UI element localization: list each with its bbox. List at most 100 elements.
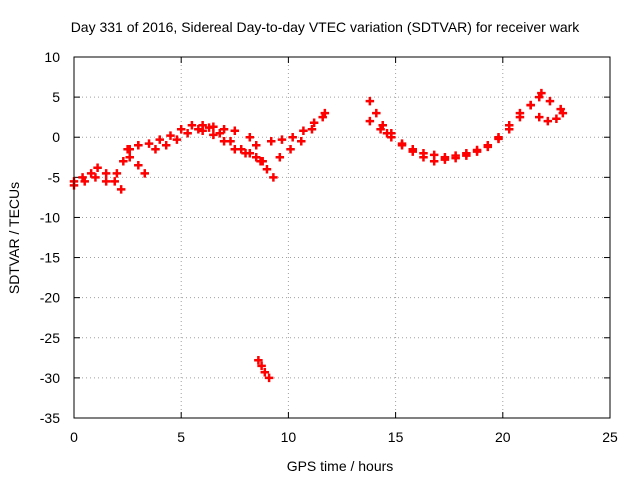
data-point (262, 165, 272, 174)
data-point (545, 96, 555, 106)
data-point (125, 153, 134, 162)
data-point (286, 145, 295, 154)
data-point (151, 145, 160, 154)
data-point (176, 124, 186, 134)
data-point (372, 108, 381, 118)
y-tick-label: 0 (52, 129, 60, 145)
series-arc-5 (151, 123, 255, 158)
data-point (86, 169, 96, 178)
data-point (534, 112, 544, 122)
data-point (275, 153, 285, 162)
data-point (187, 120, 197, 130)
data-point (119, 157, 128, 166)
series-arc-14 (534, 108, 568, 126)
y-tick-label: -15 (40, 250, 60, 266)
data-point (543, 116, 553, 126)
y-tick-label: 5 (52, 89, 60, 105)
data-point (552, 114, 561, 124)
data-point (260, 368, 270, 377)
data-point (254, 355, 263, 365)
data-point (101, 169, 111, 178)
data-point (387, 128, 396, 138)
plot-frame (73, 56, 611, 419)
data-point (483, 142, 493, 152)
x-tick-label: 20 (495, 429, 511, 445)
data-point (365, 116, 375, 126)
data-point (504, 124, 514, 134)
x-axis-label: GPS time / hours (287, 458, 394, 474)
data-point (116, 185, 126, 194)
series-arc-3 (123, 120, 240, 154)
series-arc-8 (254, 355, 274, 383)
data-point (429, 150, 439, 160)
data-point (230, 145, 240, 154)
data-point (230, 126, 240, 136)
data-point (236, 145, 246, 154)
data-point (219, 124, 229, 134)
data-point (172, 135, 182, 144)
data-point (245, 132, 255, 142)
data-point (123, 145, 132, 154)
data-point (440, 155, 450, 164)
data-point (134, 140, 143, 150)
x-tick-label: 0 (70, 429, 78, 445)
data-point (526, 100, 535, 110)
data-point (408, 145, 418, 154)
series-arc-6 (198, 126, 267, 166)
data-point (537, 88, 546, 98)
y-tick-label: 10 (44, 49, 60, 65)
data-point (309, 118, 319, 128)
data-point (183, 128, 192, 138)
grid-lines (74, 57, 610, 418)
data-point (215, 128, 225, 138)
y-tick-label: -5 (48, 169, 61, 185)
data-point (134, 161, 143, 170)
series-arc-7 (245, 132, 278, 182)
y-tick-label: -10 (40, 209, 60, 225)
data-point (204, 123, 214, 132)
data-point (251, 140, 261, 150)
data-point (515, 112, 525, 122)
data-points (69, 88, 568, 383)
data-point (198, 126, 207, 136)
x-tick-label: 25 (602, 429, 618, 445)
y-tick-label: -30 (40, 370, 60, 386)
data-point (299, 126, 308, 136)
data-point (365, 96, 375, 106)
data-point (80, 177, 89, 186)
data-point (269, 173, 278, 182)
data-point (91, 173, 100, 182)
x-tick-label: 10 (281, 429, 297, 445)
data-point (318, 112, 327, 122)
data-point (140, 169, 150, 178)
data-point (494, 134, 503, 144)
data-point (144, 139, 154, 148)
chart-title: Day 331 of 2016, Sidereal Day-to-day VTE… (71, 19, 581, 35)
data-point (161, 140, 171, 150)
y-axis-label: SDTVAR / TECUs (6, 182, 22, 294)
data-point (266, 136, 276, 146)
data-point (155, 135, 165, 144)
data-point (264, 373, 274, 383)
y-tick-label: -20 (40, 290, 60, 306)
data-point (429, 157, 439, 166)
data-point (219, 136, 229, 146)
data-point (256, 157, 265, 166)
series-arc-13 (387, 88, 546, 166)
data-point (307, 124, 317, 134)
data-point (288, 132, 297, 142)
data-point (257, 361, 266, 371)
data-point (251, 153, 261, 162)
data-point (376, 124, 385, 134)
data-point (419, 153, 428, 162)
y-tick-label: -25 (40, 330, 60, 346)
data-point (297, 136, 306, 146)
data-point (451, 153, 460, 163)
y-tick-label: -35 (40, 410, 60, 426)
x-tick-label: 15 (388, 429, 404, 445)
series-arc-10 (275, 112, 327, 162)
data-point (277, 135, 287, 144)
data-point (110, 177, 119, 186)
